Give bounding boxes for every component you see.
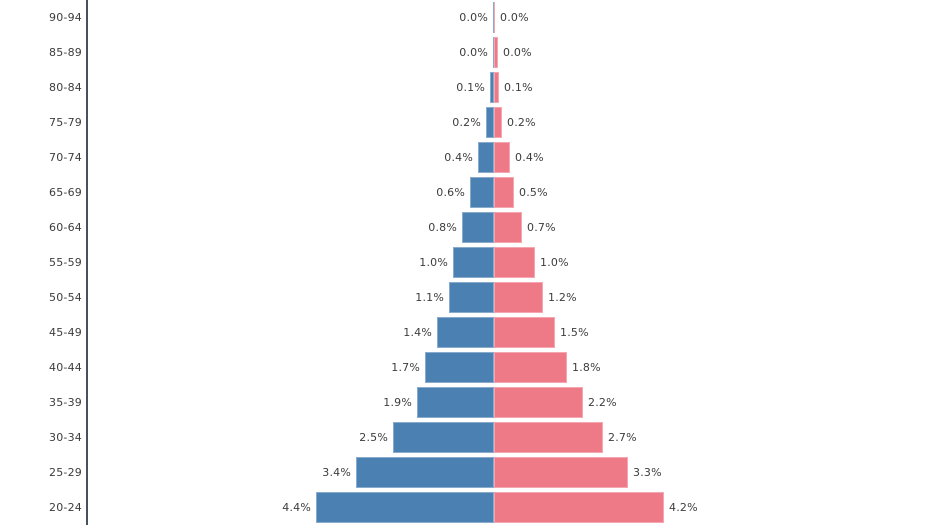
male-value-label: 0.1%	[456, 81, 485, 94]
female-value-label: 0.1%	[504, 81, 533, 94]
age-group-label: 40-44	[49, 361, 82, 374]
female-value-label: 0.0%	[500, 11, 529, 24]
male-bar	[449, 282, 494, 313]
female-value-label: 4.2%	[669, 501, 698, 514]
male-value-label: 2.5%	[359, 431, 388, 444]
male-bar	[470, 177, 494, 208]
male-value-label: 0.4%	[444, 151, 473, 164]
male-value-label: 4.4%	[282, 501, 311, 514]
pyramid-row: 20-24 4.4% 4.2%	[0, 490, 930, 525]
female-value-label: 1.0%	[540, 256, 569, 269]
female-bar	[494, 282, 543, 313]
male-value-label: 0.6%	[436, 186, 465, 199]
male-bar	[393, 422, 494, 453]
female-value-label: 1.5%	[560, 326, 589, 339]
female-bar	[494, 212, 522, 243]
male-bar	[453, 247, 494, 278]
male-bar	[490, 72, 494, 103]
age-group-label: 45-49	[49, 326, 82, 339]
female-value-label: 1.2%	[548, 291, 577, 304]
female-bar	[494, 177, 514, 208]
female-bar	[494, 107, 502, 138]
pyramid-row: 25-29 3.4% 3.3%	[0, 455, 930, 490]
female-bar	[494, 72, 499, 103]
male-value-label: 1.9%	[383, 396, 412, 409]
male-bar	[417, 387, 494, 418]
male-value-label: 1.4%	[403, 326, 432, 339]
male-value-label: 1.0%	[419, 256, 448, 269]
female-value-label: 1.8%	[572, 361, 601, 374]
male-bar	[425, 352, 494, 383]
pyramid-row: 85-89 0.0% 0.0%	[0, 35, 930, 70]
male-value-label: 0.2%	[452, 116, 481, 129]
pyramid-row: 65-69 0.6% 0.5%	[0, 175, 930, 210]
age-group-label: 90-94	[49, 11, 82, 24]
age-group-label: 35-39	[49, 396, 82, 409]
female-bar	[494, 492, 664, 523]
male-bar	[356, 457, 494, 488]
female-bar	[494, 387, 583, 418]
female-bar	[494, 2, 495, 33]
female-bar	[494, 317, 555, 348]
male-bar	[316, 492, 494, 523]
female-bar	[494, 352, 567, 383]
pyramid-row: 60-64 0.8% 0.7%	[0, 210, 930, 245]
pyramid-row: 70-74 0.4% 0.4%	[0, 140, 930, 175]
pyramid-row: 35-39 1.9% 2.2%	[0, 385, 930, 420]
age-group-label: 20-24	[49, 501, 82, 514]
pyramid-row: 50-54 1.1% 1.2%	[0, 280, 930, 315]
age-group-label: 75-79	[49, 116, 82, 129]
pyramid-row: 55-59 1.0% 1.0%	[0, 245, 930, 280]
male-bar	[493, 2, 494, 33]
pyramid-row: 75-79 0.2% 0.2%	[0, 105, 930, 140]
female-value-label: 3.3%	[633, 466, 662, 479]
female-bar	[494, 422, 603, 453]
female-value-label: 2.7%	[608, 431, 637, 444]
male-value-label: 0.8%	[428, 221, 457, 234]
female-bar	[494, 247, 535, 278]
male-value-label: 0.0%	[459, 46, 488, 59]
age-group-label: 55-59	[49, 256, 82, 269]
male-value-label: 1.1%	[415, 291, 444, 304]
male-bar	[486, 107, 494, 138]
female-value-label: 0.5%	[519, 186, 548, 199]
age-group-label: 65-69	[49, 186, 82, 199]
male-bar	[478, 142, 494, 173]
pyramid-row: 90-94 0.0% 0.0%	[0, 0, 930, 35]
female-value-label: 0.2%	[507, 116, 536, 129]
pyramid-row: 80-84 0.1% 0.1%	[0, 70, 930, 105]
pyramid-row: 45-49 1.4% 1.5%	[0, 315, 930, 350]
age-group-label: 80-84	[49, 81, 82, 94]
female-value-label: 0.0%	[503, 46, 532, 59]
male-bar	[493, 37, 494, 68]
male-bar	[437, 317, 494, 348]
male-value-label: 1.7%	[391, 361, 420, 374]
age-group-label: 60-64	[49, 221, 82, 234]
age-group-label: 85-89	[49, 46, 82, 59]
male-value-label: 3.4%	[322, 466, 351, 479]
age-group-label: 70-74	[49, 151, 82, 164]
female-value-label: 0.4%	[515, 151, 544, 164]
male-value-label: 0.0%	[459, 11, 488, 24]
age-group-label: 30-34	[49, 431, 82, 444]
female-bar	[494, 457, 628, 488]
female-bar	[494, 142, 510, 173]
female-bar	[494, 37, 498, 68]
female-value-label: 0.7%	[527, 221, 556, 234]
age-group-label: 25-29	[49, 466, 82, 479]
female-value-label: 2.2%	[588, 396, 617, 409]
y-axis-line	[86, 0, 88, 525]
pyramid-row: 40-44 1.7% 1.8%	[0, 350, 930, 385]
pyramid-row: 30-34 2.5% 2.7%	[0, 420, 930, 455]
male-bar	[462, 212, 494, 243]
age-group-label: 50-54	[49, 291, 82, 304]
